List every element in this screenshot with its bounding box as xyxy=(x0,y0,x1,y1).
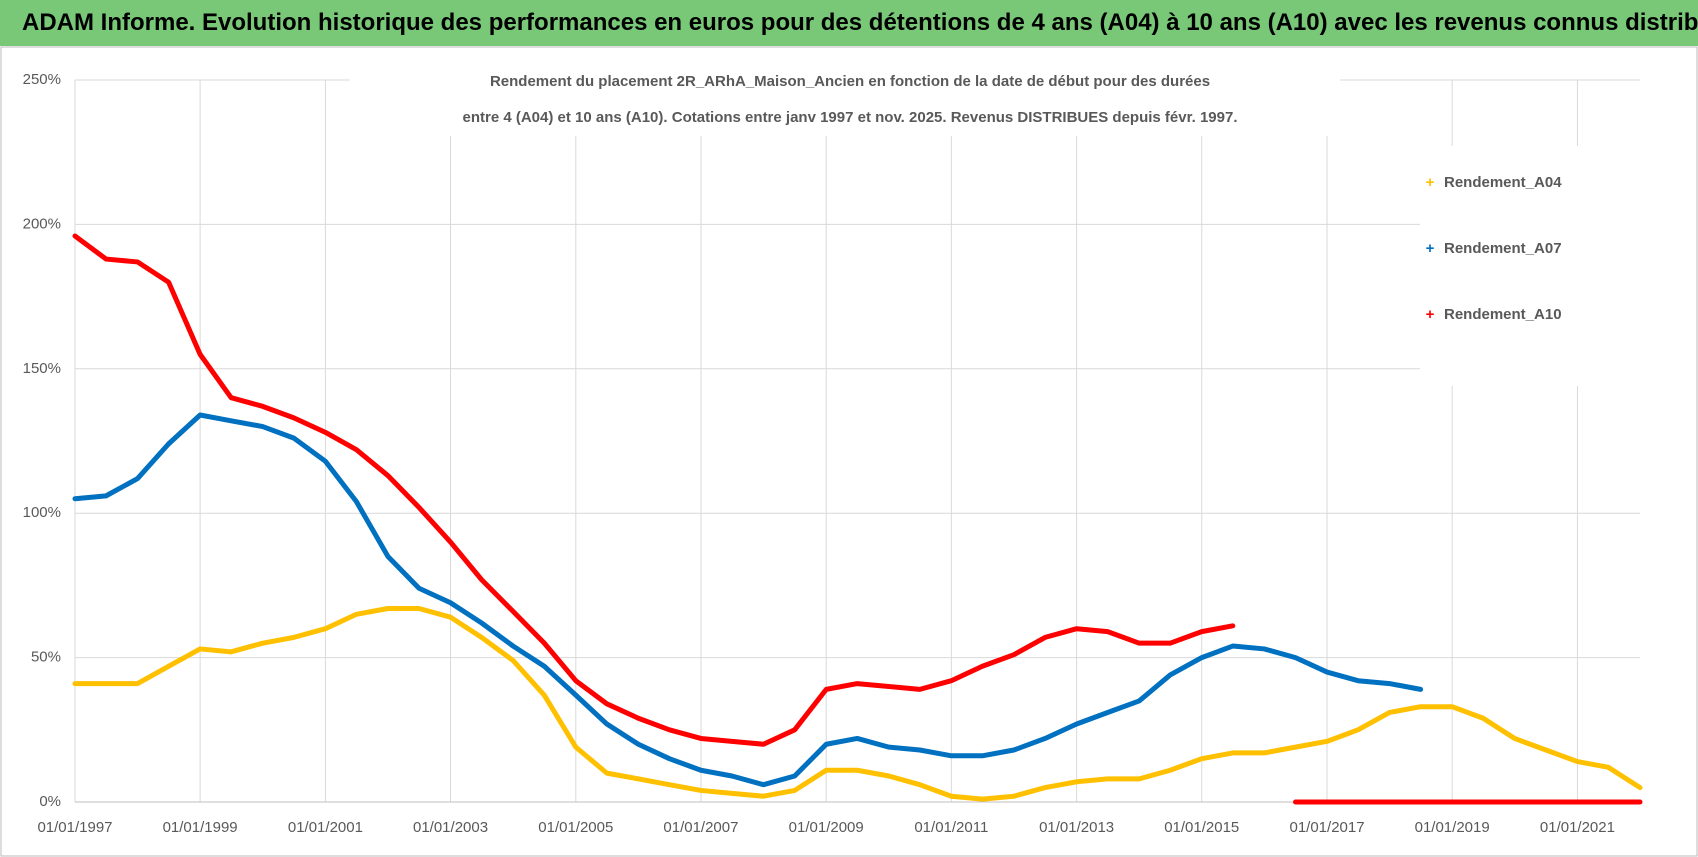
legend-label: Rendement_A04 xyxy=(1444,174,1562,191)
x-tick-label: 01/01/2005 xyxy=(538,819,613,836)
x-tick-label: 01/01/2019 xyxy=(1415,819,1490,836)
y-tick-label: 0% xyxy=(39,793,61,810)
header-title: ADAM Informe. Evolution historique des p… xyxy=(0,0,1698,46)
x-tick-label: 01/01/2011 xyxy=(914,819,988,836)
y-tick-label: 250% xyxy=(23,71,61,88)
legend-marker: + xyxy=(1426,306,1435,323)
chart-title: Rendement du placement 2R_ARhA_Maison_An… xyxy=(490,73,1210,90)
series-line xyxy=(72,233,1236,747)
x-tick-label: 01/01/2009 xyxy=(789,819,864,836)
chart-title: entre 4 (A04) et 10 ans (A10). Cotations… xyxy=(462,109,1237,126)
x-tick-label: 01/01/1999 xyxy=(163,819,238,836)
x-tick-label: 01/01/2021 xyxy=(1540,819,1615,836)
chart: 0% 50% 100% 150% 200% 250% 01/01/1997 01/01/199… xyxy=(0,46,1698,857)
series-line xyxy=(72,412,1424,788)
x-tick-label: 01/01/1997 xyxy=(37,819,112,836)
y-tick-label: 100% xyxy=(23,504,61,521)
chart-frame xyxy=(0,46,1698,857)
legend-marker: + xyxy=(1426,174,1435,191)
x-tick-label: 01/01/2007 xyxy=(663,819,738,836)
legend-label: Rendement_A10 xyxy=(1444,306,1562,323)
x-tick-label: 01/01/2013 xyxy=(1039,819,1114,836)
x-tick-label: 01/01/2001 xyxy=(288,819,363,836)
y-tick-label: 150% xyxy=(23,360,61,377)
x-tick-label: 01/01/2003 xyxy=(413,819,488,836)
title-bg xyxy=(350,58,1340,136)
y-tick-label: 200% xyxy=(23,215,61,232)
x-tick-label: 01/01/2017 xyxy=(1289,819,1364,836)
legend-marker: + xyxy=(1426,240,1435,257)
series-line xyxy=(72,606,1643,802)
y-tick-label: 50% xyxy=(31,649,61,666)
x-tick-label: 01/01/2015 xyxy=(1164,819,1239,836)
legend-bg xyxy=(1420,146,1640,386)
legend-label: Rendement_A07 xyxy=(1444,240,1562,257)
